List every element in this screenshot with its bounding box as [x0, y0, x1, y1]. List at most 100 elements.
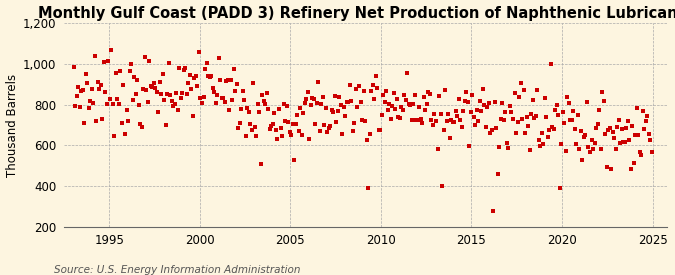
Point — [148, 81, 159, 85]
Point — [91, 119, 102, 123]
Point — [88, 101, 99, 105]
Point — [267, 122, 278, 127]
Point — [85, 99, 96, 103]
Point — [118, 82, 129, 87]
Point — [541, 114, 551, 119]
Point — [355, 100, 366, 104]
Point — [216, 96, 227, 100]
Point — [213, 55, 224, 60]
Point — [406, 117, 417, 122]
Point — [111, 71, 122, 75]
Point — [218, 96, 229, 100]
Point — [319, 122, 329, 127]
Point — [425, 92, 435, 96]
Point — [161, 123, 171, 127]
Point — [123, 118, 134, 123]
Point — [502, 140, 512, 145]
Point — [585, 150, 595, 154]
Point — [476, 109, 487, 113]
Point — [305, 103, 316, 108]
Point — [433, 94, 444, 98]
Point — [398, 108, 408, 112]
Point — [489, 100, 500, 104]
Point — [200, 67, 211, 72]
Point — [292, 112, 302, 117]
Point — [80, 72, 91, 76]
Point — [367, 83, 378, 87]
Point — [323, 126, 334, 130]
Point — [570, 127, 580, 132]
Point — [423, 90, 434, 94]
Point — [304, 137, 315, 141]
Point — [491, 125, 502, 130]
Point — [343, 100, 354, 104]
Point — [356, 118, 367, 123]
Point — [382, 108, 393, 112]
Point — [616, 127, 627, 131]
Point — [335, 103, 346, 107]
Point — [408, 102, 418, 106]
Point — [426, 118, 437, 123]
Point — [146, 84, 157, 89]
Point — [95, 83, 106, 87]
Point — [221, 78, 232, 83]
Point — [76, 89, 86, 93]
Point — [468, 115, 479, 119]
Point — [182, 92, 192, 96]
Point — [643, 132, 654, 136]
Point — [97, 117, 108, 121]
Point — [239, 98, 250, 102]
Point — [416, 117, 427, 121]
Point — [542, 134, 553, 139]
Point — [375, 128, 385, 132]
Point — [177, 90, 188, 95]
Point — [105, 97, 115, 101]
Point — [642, 114, 653, 118]
Point — [349, 121, 360, 125]
Point — [522, 123, 533, 128]
Point — [582, 100, 593, 104]
Point — [126, 62, 136, 66]
Point — [515, 81, 526, 85]
Point — [169, 102, 180, 106]
Point — [404, 102, 414, 106]
Point — [529, 116, 539, 120]
Point — [450, 109, 461, 113]
Point — [544, 128, 555, 132]
Point — [452, 114, 462, 118]
Point — [322, 130, 333, 134]
Point — [340, 114, 351, 119]
Point — [159, 98, 169, 103]
Point — [633, 133, 644, 138]
Point — [310, 122, 321, 126]
Point — [316, 102, 327, 106]
Point — [252, 102, 263, 106]
Point — [566, 117, 577, 122]
Point — [293, 129, 304, 133]
Point — [315, 128, 325, 133]
Point — [412, 117, 423, 122]
Point — [273, 107, 284, 112]
Point — [78, 88, 88, 93]
Point — [106, 47, 117, 52]
Point — [641, 119, 651, 123]
Point — [568, 109, 578, 113]
Point — [411, 118, 422, 122]
Point — [259, 98, 269, 103]
Point — [384, 102, 395, 106]
Point — [400, 97, 411, 102]
Point — [509, 91, 520, 95]
Point — [72, 94, 82, 98]
Point — [514, 94, 524, 99]
Point — [124, 69, 135, 73]
Point — [329, 94, 340, 98]
Point — [321, 106, 331, 110]
Point — [82, 81, 92, 86]
Point — [317, 95, 328, 99]
Point — [136, 125, 147, 130]
Point — [250, 125, 261, 129]
Point — [520, 131, 531, 136]
Point — [202, 74, 213, 78]
Point — [346, 98, 357, 103]
Point — [560, 149, 571, 153]
